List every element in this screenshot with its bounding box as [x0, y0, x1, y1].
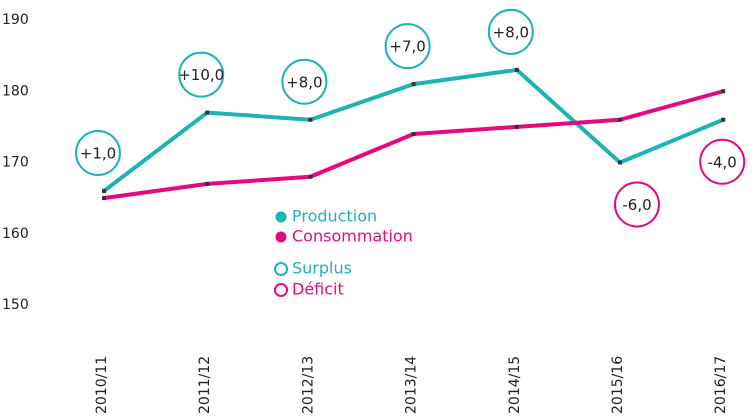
- legend-label: Production: [292, 207, 377, 226]
- balance-label: +7,0: [389, 38, 425, 56]
- balance-label: +1,0: [80, 145, 116, 163]
- balance-bubble: [281, 58, 328, 105]
- point: [205, 110, 210, 115]
- legend-marker: [275, 231, 287, 243]
- legend-label: Surplus: [292, 259, 352, 278]
- x-tick-label: 2011/12: [197, 356, 213, 414]
- y-tick-label: 170: [2, 155, 29, 171]
- balance-bubble: [384, 23, 431, 70]
- series-line: [103, 89, 724, 201]
- balance-label: +8,0: [493, 23, 529, 41]
- x-tick-label: 2015/16: [610, 356, 626, 414]
- balance-bubble: [699, 138, 746, 185]
- balance-bubble: [487, 8, 534, 55]
- point: [308, 117, 313, 122]
- balance-bubble: [75, 130, 121, 176]
- point: [618, 160, 622, 165]
- y-tick-label: 190: [2, 12, 29, 28]
- legend-marker: [274, 262, 288, 276]
- balance-label: -6,0: [622, 196, 651, 214]
- legend-marker: [275, 211, 287, 223]
- x-tick-label: 2014/15: [507, 356, 523, 414]
- balance-bubble: [614, 181, 660, 228]
- point: [514, 124, 519, 129]
- balance-label: +10,0: [178, 66, 224, 84]
- point: [514, 67, 519, 72]
- point: [205, 181, 210, 186]
- legend-label: Déficit: [292, 280, 344, 299]
- point: [102, 196, 106, 201]
- x-tick-label: 2013/14: [404, 356, 420, 414]
- point: [721, 89, 726, 94]
- legend-label: Consommation: [292, 227, 413, 246]
- x-tick-label: 2016/17: [713, 356, 729, 414]
- y-tick-label: 160: [2, 226, 29, 242]
- point: [411, 82, 416, 87]
- x-tick-label: 2012/13: [300, 356, 316, 414]
- point: [308, 174, 313, 179]
- point: [411, 132, 416, 136]
- x-tick-label: 2010/11: [94, 356, 110, 414]
- legend-marker: [274, 283, 288, 297]
- balance-bubble: [178, 51, 225, 98]
- point: [618, 117, 622, 122]
- balance-label: -4,0: [708, 153, 737, 171]
- balance-label: +8,0: [286, 73, 322, 91]
- y-tick-label: 150: [2, 297, 29, 313]
- point: [721, 117, 726, 122]
- y-tick-label: 180: [2, 83, 29, 99]
- point: [102, 189, 106, 193]
